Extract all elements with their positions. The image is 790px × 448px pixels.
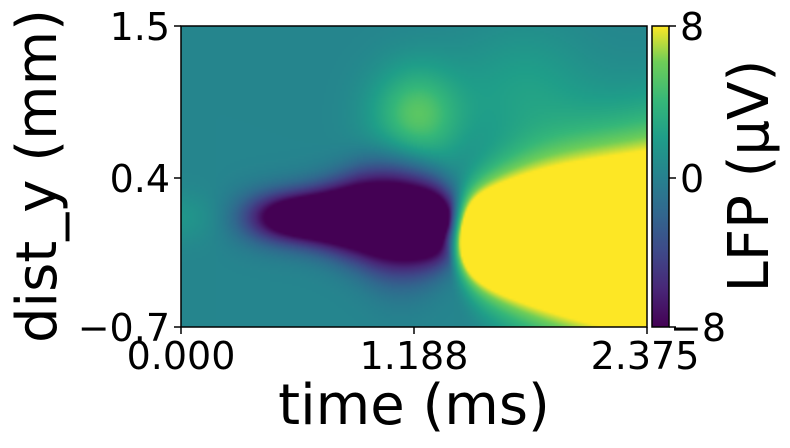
x-axis-label: time (ms) xyxy=(278,373,550,438)
x-tick-label: 1.188 xyxy=(360,334,469,378)
colorbar-frame xyxy=(651,25,670,328)
colorbar-tick-label: 8 xyxy=(680,5,704,49)
x-tick-label: 2.375 xyxy=(591,334,700,378)
colorbar-tick-label: −8 xyxy=(670,306,726,350)
colorbar-tick-label: 0 xyxy=(680,157,704,201)
x-tick-label: 0.000 xyxy=(127,334,236,378)
colorbar: 8 0 −8 LFP (μV) xyxy=(651,5,782,350)
y-tick-label: −0.7 xyxy=(78,306,170,350)
x-axis: 0.000 1.188 2.375 xyxy=(127,327,700,378)
heatmap-image xyxy=(181,26,647,327)
y-axis-label: dist_y (mm) xyxy=(5,9,70,343)
y-tick-label: 1.5 xyxy=(110,5,170,49)
colorbar-gradient xyxy=(652,26,669,327)
colorbar-label: LFP (μV) xyxy=(717,60,782,293)
y-tick-label: 0.4 xyxy=(110,157,170,201)
y-axis: 1.5 0.4 −0.7 xyxy=(78,5,181,350)
heatmap-plot-area xyxy=(181,26,647,327)
